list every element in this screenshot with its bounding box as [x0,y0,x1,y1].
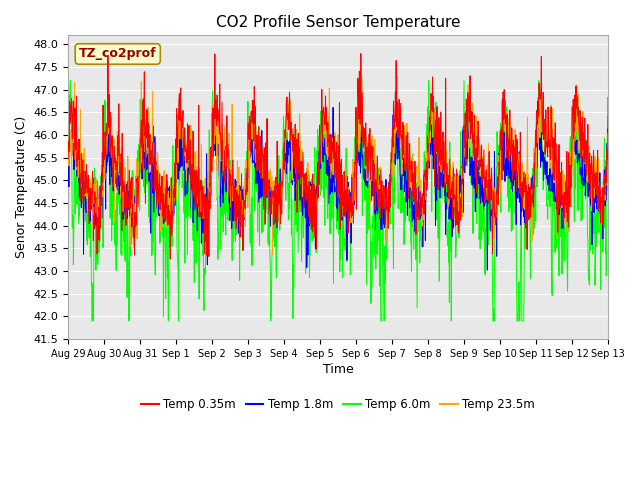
Temp 0.35m [245,136,253,142]
Temp 0.35m [185,144,193,150]
Temp 0.35m [357,51,365,57]
Temp 6.0m [64,199,72,205]
Line: Temp 0.35m: Temp 0.35m [68,54,608,259]
Temp 23.5m [64,154,72,160]
Temp 0.35m [493,190,501,195]
Legend: Temp 0.35m, Temp 1.8m, Temp 6.0m, Temp 23.5m: Temp 0.35m, Temp 1.8m, Temp 6.0m, Temp 2… [136,394,540,416]
Line: Temp 1.8m: Temp 1.8m [68,99,608,270]
Temp 0.35m [422,159,430,165]
Temp 6.0m [541,163,548,169]
Temp 0.35m [172,203,179,208]
Temp 6.0m [493,129,501,134]
Temp 6.0m [67,78,74,84]
Temp 23.5m [541,135,548,141]
Temp 6.0m [88,318,96,324]
Temp 6.0m [604,119,612,125]
Y-axis label: Senor Temperature (C): Senor Temperature (C) [15,116,28,258]
Temp 23.5m [358,73,366,79]
Temp 23.5m [604,145,612,151]
Temp 23.5m [422,167,430,172]
Temp 1.8m [64,157,72,163]
Line: Temp 6.0m: Temp 6.0m [68,81,608,321]
Line: Temp 23.5m: Temp 23.5m [68,76,608,254]
Temp 0.35m [604,114,612,120]
Temp 1.8m [604,166,612,172]
Temp 6.0m [422,121,430,127]
Temp 23.5m [269,252,276,257]
Text: TZ_co2prof: TZ_co2prof [79,48,157,60]
Temp 23.5m [184,145,192,151]
Temp 1.8m [184,151,192,157]
Temp 0.35m [166,256,174,262]
Temp 23.5m [493,194,501,200]
Temp 6.0m [185,169,193,175]
Temp 1.8m [172,174,179,180]
Temp 6.0m [172,148,180,154]
Temp 1.8m [499,96,506,102]
Temp 1.8m [245,139,253,145]
Temp 0.35m [541,117,548,122]
Temp 1.8m [422,192,429,197]
Temp 6.0m [246,134,253,140]
Temp 23.5m [245,127,253,133]
Title: CO2 Profile Sensor Temperature: CO2 Profile Sensor Temperature [216,15,460,30]
Temp 0.35m [64,156,72,162]
Temp 23.5m [172,158,179,164]
Temp 1.8m [483,267,491,273]
Temp 1.8m [541,163,548,169]
X-axis label: Time: Time [323,363,353,376]
Temp 1.8m [493,253,500,259]
